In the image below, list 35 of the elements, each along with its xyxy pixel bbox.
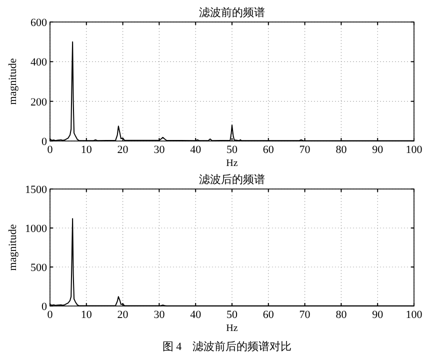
x-tick-label: 70 bbox=[299, 144, 311, 156]
y-tick-label: 200 bbox=[30, 96, 48, 108]
x-tick-label: 50 bbox=[226, 144, 238, 156]
x-tick-label: 20 bbox=[117, 144, 129, 156]
y-tick-label: 500 bbox=[30, 262, 48, 274]
x-tick-label: 10 bbox=[80, 144, 92, 156]
x-tick-label: 30 bbox=[154, 309, 166, 321]
x-tick-label: 90 bbox=[372, 309, 384, 321]
y-axis-title: magnitude bbox=[7, 224, 19, 271]
y-tick-label: 0 bbox=[42, 136, 48, 148]
y-tick-label: 600 bbox=[30, 17, 48, 29]
caption: 图 4 滤波前后的频谱对比 bbox=[162, 340, 292, 353]
y-tick-label: 0 bbox=[42, 301, 48, 313]
x-tick-label: 100 bbox=[406, 144, 423, 156]
x-tick-label: 70 bbox=[299, 309, 311, 321]
chart-title: 滤波后的频谱 bbox=[199, 173, 265, 186]
x-tick-label: 60 bbox=[262, 309, 274, 321]
y-tick-label: 1500 bbox=[25, 184, 48, 196]
x-tick-label: 100 bbox=[406, 309, 423, 321]
x-tick-label: 10 bbox=[80, 309, 92, 321]
y-tick-label: 400 bbox=[30, 56, 48, 69]
x-tick-label: 50 bbox=[226, 309, 238, 321]
x-tick-label: 40 bbox=[190, 144, 202, 156]
x-tick-label: 80 bbox=[336, 144, 348, 156]
x-tick-label: 30 bbox=[154, 144, 166, 156]
chart-title: 滤波前的频谱 bbox=[199, 6, 265, 19]
y-tick-label: 1000 bbox=[25, 223, 48, 235]
y-axis-title: magnitude bbox=[7, 58, 19, 105]
x-tick-label: 60 bbox=[262, 144, 274, 156]
x-tick-label: 90 bbox=[372, 144, 384, 156]
x-tick-label: 20 bbox=[117, 309, 129, 321]
x-axis-title: Hz bbox=[226, 158, 238, 169]
x-tick-label: 80 bbox=[336, 309, 348, 321]
x-axis-title: Hz bbox=[226, 323, 238, 334]
x-tick-label: 40 bbox=[190, 309, 202, 321]
